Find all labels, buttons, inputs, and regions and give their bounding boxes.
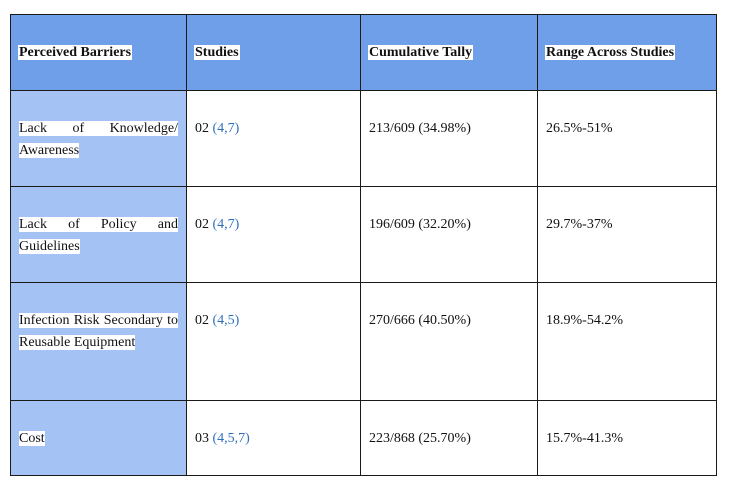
study-reference-link[interactable]: (4,5,7) <box>212 431 250 446</box>
header-range-across-studies: Range Across Studies <box>537 14 717 91</box>
barrier-cell: Cost <box>10 400 187 476</box>
studies-count: 02 <box>195 313 209 328</box>
range-cell: 15.7%-41.3% <box>537 400 717 476</box>
table-row: Infection Risk Secondary to Reusable Equ… <box>10 282 717 401</box>
tally-cell: 213/609 (34.98%) <box>360 90 538 187</box>
studies-count: 02 <box>195 217 209 232</box>
table-row: Lack of Knowledge/ Awareness 02 (4,7) 21… <box>10 90 717 187</box>
studies-cell: 02 (4,7) <box>186 186 361 283</box>
barrier-cell: Lack of Knowledge/ Awareness <box>10 90 187 187</box>
table-row: Cost 03 (4,5,7) 223/868 (25.70%) 15.7%-4… <box>10 400 717 476</box>
barrier-cell: Lack of Policy and Guidelines <box>10 186 187 283</box>
range-cell: 26.5%-51% <box>537 90 717 187</box>
table-row: Lack of Policy and Guidelines 02 (4,7) 1… <box>10 186 717 283</box>
header-cumulative-tally: Cumulative Tally <box>360 14 538 91</box>
studies-cell: 02 (4,7) <box>186 90 361 187</box>
table-header-row: Perceived Barriers Studies Cumulative Ta… <box>10 14 717 91</box>
tally-cell: 223/868 (25.70%) <box>360 400 538 476</box>
study-reference-link[interactable]: (4,7) <box>212 217 240 232</box>
studies-count: 02 <box>195 121 209 136</box>
studies-cell: 03 (4,5,7) <box>186 400 361 476</box>
header-studies: Studies <box>186 14 361 91</box>
study-reference-link[interactable]: (4,5) <box>212 313 240 328</box>
perceived-barriers-table: Perceived Barriers Studies Cumulative Ta… <box>10 14 717 476</box>
range-cell: 29.7%-37% <box>537 186 717 283</box>
studies-count: 03 <box>195 431 209 446</box>
header-perceived-barriers: Perceived Barriers <box>10 14 187 91</box>
studies-cell: 02 (4,5) <box>186 282 361 401</box>
study-reference-link[interactable]: (4,7) <box>212 121 240 136</box>
tally-cell: 196/609 (32.20%) <box>360 186 538 283</box>
range-cell: 18.9%-54.2% <box>537 282 717 401</box>
tally-cell: 270/666 (40.50%) <box>360 282 538 401</box>
barrier-cell: Infection Risk Secondary to Reusable Equ… <box>10 282 187 401</box>
